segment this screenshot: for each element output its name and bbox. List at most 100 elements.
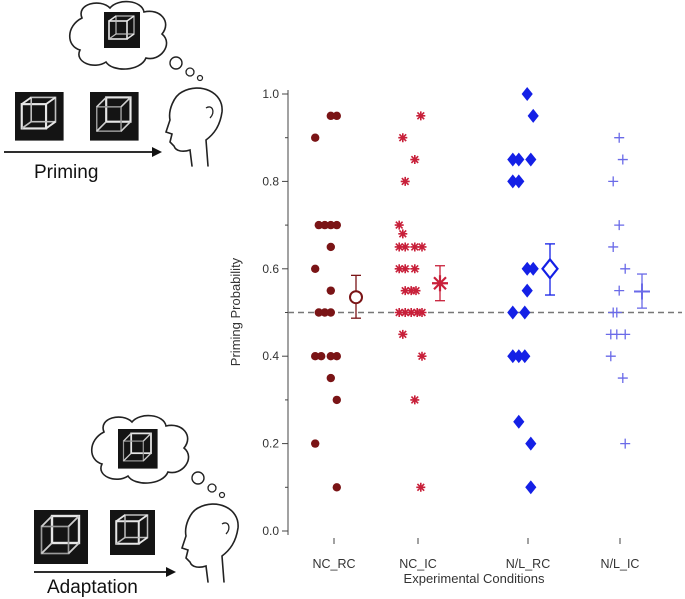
data-point [519, 305, 531, 320]
data-point [320, 308, 329, 317]
data-point [416, 482, 426, 492]
data-point [406, 286, 416, 296]
data-point [400, 242, 410, 252]
data-point [525, 436, 537, 451]
necker-cube-biased-icon [88, 90, 140, 142]
data-point [314, 308, 323, 317]
data-point [525, 480, 537, 495]
data-point [527, 261, 539, 276]
data-point [398, 133, 408, 143]
data-point [617, 154, 628, 165]
priming-label: Priming [34, 162, 98, 183]
data-point [332, 111, 341, 121]
data-point [311, 439, 320, 448]
thought-cube-icon [103, 11, 141, 49]
data-point [398, 329, 408, 339]
data-point [521, 283, 533, 298]
mean-marker [349, 290, 363, 305]
thought-dot-icon [218, 491, 226, 499]
data-point [620, 263, 631, 274]
mean-marker [432, 275, 448, 292]
data-point [417, 351, 427, 361]
data-point [611, 307, 622, 318]
data-point [394, 242, 404, 252]
necker-cube-biased-icon [32, 508, 90, 566]
data-point [326, 373, 335, 383]
mean-marker [634, 283, 650, 300]
data-point [614, 220, 625, 231]
data-point [620, 438, 631, 449]
data-point [611, 329, 622, 340]
priming-illustration: Priming [4, 0, 223, 183]
data-point [400, 308, 410, 317]
data-point [410, 242, 420, 252]
x-tick-label: NC_IC [399, 557, 437, 571]
data-point [513, 152, 525, 167]
data-point [326, 220, 335, 230]
data-point [332, 220, 341, 230]
data-point [314, 220, 323, 230]
data-point [614, 285, 625, 296]
y-tick-label: 1.0 [262, 87, 279, 101]
mean-markers [349, 243, 650, 319]
data-points [311, 87, 631, 495]
data-point [326, 286, 335, 295]
thought-dot-icon [185, 67, 195, 77]
data-point [527, 108, 539, 123]
y-tick-label: 0.0 [262, 524, 279, 538]
data-point [326, 111, 335, 121]
ear-icon [221, 522, 230, 535]
adaptation-label: Adaptation [47, 577, 138, 598]
data-point [326, 242, 335, 252]
thought-dot-icon [169, 56, 183, 70]
data-point [400, 286, 410, 296]
data-point [311, 264, 320, 273]
y-tick-label: 0.6 [262, 262, 279, 276]
data-point [326, 308, 335, 317]
data-point [317, 352, 326, 361]
arrow-head-icon [152, 147, 162, 157]
mean-marker [541, 257, 559, 280]
necker-cube-ambiguous-icon [13, 90, 65, 142]
data-point [398, 229, 408, 239]
data-point [513, 414, 525, 429]
data-point [332, 483, 341, 492]
y-tick-label: 0.2 [262, 437, 279, 451]
data-point [513, 174, 525, 189]
data-point [410, 264, 420, 274]
adaptation-illustration: Adaptation [32, 414, 239, 598]
y-axis: 0.0 0.2 0.4 0.6 0.8 1.0 [262, 87, 289, 538]
data-point [614, 132, 625, 143]
data-point [311, 133, 320, 142]
data-point [525, 152, 537, 167]
data-point [608, 176, 619, 187]
data-point [406, 308, 416, 317]
data-point [417, 242, 427, 252]
y-tick-label: 0.8 [262, 174, 279, 188]
necker-cube-ambiguous-icon [109, 509, 156, 556]
x-axis: NC_RC NC_IC N/L_RC N/L_IC [312, 538, 639, 571]
thought-cube-icon [117, 428, 159, 470]
data-point [410, 155, 420, 165]
data-point [400, 264, 410, 274]
data-point [620, 329, 631, 340]
x-tick-label: N/L_IC [601, 557, 640, 571]
ear-icon [205, 106, 214, 119]
data-point [519, 349, 531, 364]
data-point [605, 351, 616, 362]
data-point [326, 352, 335, 361]
y-tick-label: 0.4 [262, 349, 279, 363]
data-point [400, 176, 410, 186]
scatter-chart: 0.0 0.2 0.4 0.6 0.8 1.0 NC_RC NC_IC N/L_RC N/L_I… [228, 87, 682, 586]
data-point [507, 305, 519, 320]
x-tick-label: N/L_RC [506, 557, 550, 571]
data-point [412, 308, 422, 317]
data-point [411, 286, 421, 296]
data-point [394, 308, 404, 317]
data-point [332, 352, 341, 361]
thought-dot-icon [191, 471, 205, 485]
data-point [608, 241, 619, 252]
data-point [410, 395, 420, 405]
thought-dot-icon [207, 483, 217, 493]
